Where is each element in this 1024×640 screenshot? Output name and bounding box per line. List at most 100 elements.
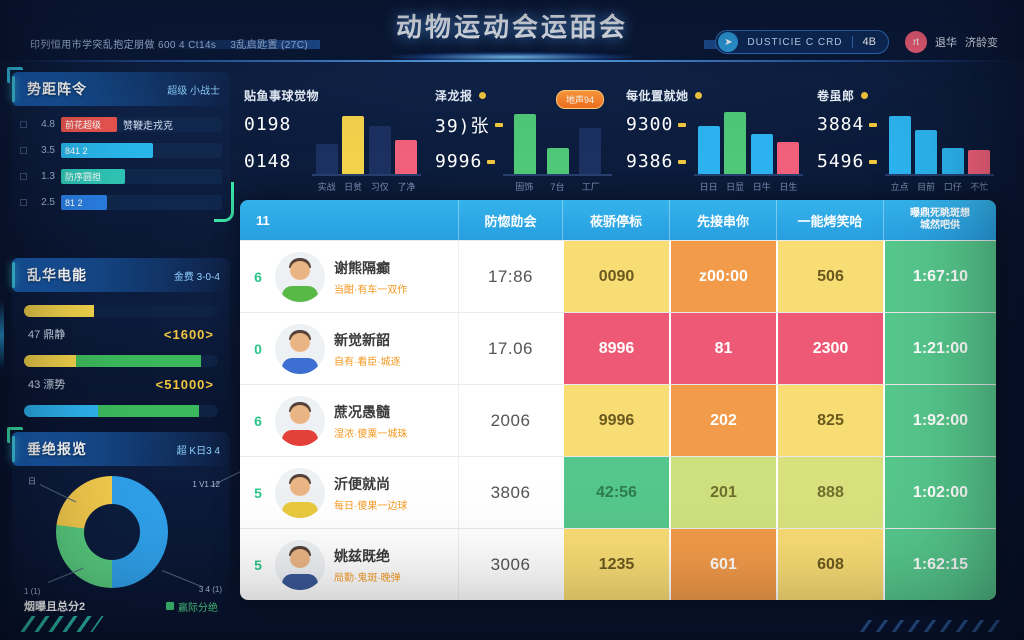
list-item[interactable]: 3.5 841 2 [20, 143, 222, 158]
header-pill-button[interactable]: ➤ DUSTICIE C CRD 4B [715, 30, 889, 54]
progress-label: 47 鼎静 [28, 329, 66, 341]
header-divider [0, 60, 1024, 62]
user-name: 退华 [935, 37, 957, 49]
score-cell: 608 [776, 529, 883, 600]
decoration-bottom-right [859, 620, 1009, 632]
bar [579, 128, 602, 174]
bar [368, 126, 391, 174]
panel-title: 势距阵令 [27, 81, 87, 97]
donut-label: 日 [28, 477, 36, 486]
score-cell: 888 [776, 457, 883, 528]
item-extra: 赞鞭走戎克 [123, 121, 173, 132]
score-value: 1:62:15 [912, 555, 969, 573]
header-glow [392, 52, 632, 62]
checkbox-icon[interactable] [20, 121, 27, 128]
panel-progress-header: 乱华电能 金费 3-0-4 [12, 258, 230, 292]
table-row[interactable]: 6 蔗况愚髓 湿浓·傻粟一城珠 2006 9996 202 825 1:92:0… [240, 384, 996, 456]
checkbox-icon[interactable] [20, 147, 27, 154]
score-value: 1235 [598, 555, 635, 573]
score-value: 9996 [598, 411, 635, 429]
kpi-title: 卷虽郎 [817, 88, 855, 103]
kpi-bar-chart: 立点 目前 口仔 不忙 [885, 106, 994, 193]
bar [941, 148, 964, 174]
bar [316, 144, 339, 174]
score-value: 1:67:10 [912, 267, 969, 285]
column-header: 曝鼎死眺斑想 城然吧供 [883, 200, 996, 240]
score-cell: 42:56 [562, 457, 669, 528]
avatar [275, 395, 325, 446]
score-cell: 0090 [562, 241, 669, 312]
item-number: 2.5 [41, 197, 55, 208]
item-bar: 防序圆担 [61, 169, 125, 184]
avatar [275, 467, 325, 518]
panel-donut-header: 垂绝报览 超 K日3 4 [12, 432, 230, 466]
avatar-shirt [282, 285, 318, 302]
rank: 5 [254, 556, 262, 573]
score-value: 0090 [598, 267, 635, 285]
progress-row: 47 鼎静 <1600> [28, 326, 214, 342]
progress-bar [24, 305, 218, 317]
time-cell: 17.06 [458, 313, 562, 384]
avatar-face [290, 332, 310, 352]
pill-badge[interactable]: 4B [851, 36, 886, 48]
bar-label: 工厂 [581, 182, 600, 192]
panel-link[interactable]: 超级 小战士 [167, 85, 220, 97]
accent-dot-icon [478, 91, 486, 99]
panel-link[interactable]: 超 K日3 4 [176, 445, 220, 457]
bar [967, 150, 990, 174]
corner-bracket [214, 182, 234, 222]
bar [513, 114, 536, 174]
header-controls: ➤ DUSTICIE C CRD 4B rt 退华 济龄变 [715, 30, 998, 54]
paper-plane-icon: ➤ [718, 32, 739, 52]
panel-title: 垂绝报览 [27, 441, 87, 457]
player-name: 谢熊隔癫 [334, 259, 390, 276]
donut-label: 3 4 (1) [198, 585, 222, 594]
player-name: 姚兹既绝 [334, 547, 390, 564]
bar-label: 日贫 [344, 182, 363, 192]
progress-bar [24, 355, 218, 367]
avatar [275, 323, 325, 374]
donut-footer: 烟曝且总分2 赢际分绝 [24, 598, 218, 614]
donut-label: 1 V1 12 [192, 480, 220, 489]
avatar-shirt [282, 357, 318, 374]
table-row[interactable]: 5 沂便就尚 每日·傻果一边球 3806 42:56 201 888 1:02:… [240, 456, 996, 528]
item-bar-track: 841 2 [61, 143, 222, 158]
player-name: 蔗况愚髓 [334, 403, 390, 420]
list-item[interactable]: 4.8 前花超级 赞鞭走戎克 [20, 117, 222, 132]
checkbox-icon[interactable] [20, 199, 27, 206]
score-value: 81 [714, 339, 733, 357]
panel-progress: 乱华电能 金费 3-0-4 47 鼎静 <1600> 43 漂势 <51000> [12, 258, 230, 422]
score-cell: 81 [669, 313, 776, 384]
panel-link[interactable]: 金费 3-0-4 [173, 271, 220, 283]
bar-label: 立点 [890, 182, 909, 192]
rank: 6 [254, 268, 262, 285]
panel-ranking: 势距阵令 超级 小战士 4.8 前花超级 赞鞭走戎克 3.5 841 2 1.3… [7, 67, 234, 250]
column-header: 莜骄停标 [562, 200, 669, 240]
checkbox-icon[interactable] [20, 173, 27, 180]
score-value: 506 [817, 267, 844, 285]
score-cell: 1:67:10 [883, 241, 996, 312]
table-row[interactable]: 0 新觉新韶 自有·看臣·城逐 17.06 8996 81 2300 1:21:… [240, 312, 996, 384]
bar [394, 140, 417, 174]
bar-label: 口仔 [943, 182, 962, 192]
score-value: 825 [817, 411, 844, 429]
kpi-value: 9996 [435, 143, 503, 180]
progress-segment [76, 355, 201, 367]
progress-segment [97, 405, 199, 417]
list-item[interactable]: 2.5 81 2 [20, 195, 222, 210]
user-chip[interactable]: rt 退华 济龄变 [905, 31, 998, 53]
player-name: 沂便就尚 [334, 475, 390, 492]
kpi-title: 贴鱼事球觉物 [244, 88, 320, 103]
score-cell: 9996 [562, 385, 669, 456]
list-item[interactable]: 1.3 防序圆担 [20, 169, 222, 184]
kpi-title: 泽龙报 [435, 88, 473, 103]
table-row[interactable]: 6 谢熊隔癫 当酣·有车一双作 17:86 0090 z00:00 506 1:… [240, 240, 996, 312]
bar-label: 日显 [726, 182, 745, 192]
header-info: 印列恒用市学突乱抱定朋做 600 4 Ct14s 3乱启匙置 (27C) [30, 36, 308, 51]
table-row[interactable]: 5 姚兹既绝 局勤·鬼斑·晚弹 3006 1235 601 608 1:62:1… [240, 528, 996, 600]
kpi-group-3: 每仳置就她 9300 9386 日日 [626, 86, 817, 193]
accent-dot-icon [860, 91, 868, 99]
score-cell: 8996 [562, 313, 669, 384]
accent-dot-icon [694, 91, 702, 99]
column-header: 一能烤笑哈 [776, 200, 883, 240]
